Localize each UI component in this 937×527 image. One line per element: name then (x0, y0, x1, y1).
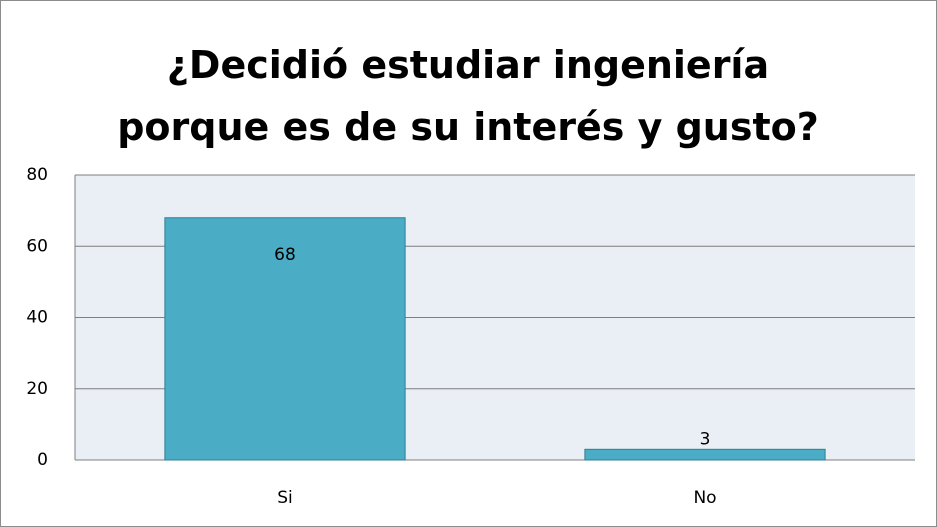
x-tick-label: Si (277, 488, 293, 508)
x-tick-label: No (693, 488, 716, 508)
y-tick-label: 40 (26, 308, 48, 328)
chart-title: ¿Decidió estudiar ingeniería porque es d… (117, 43, 819, 149)
y-tick-label: 60 (26, 236, 48, 256)
bar (584, 448, 826, 461)
y-tick-label: 20 (26, 379, 48, 399)
data-label: 3 (700, 429, 711, 449)
data-label: 68 (274, 245, 296, 265)
y-tick-label: 0 (37, 450, 48, 470)
y-tick-label: 80 (26, 165, 48, 185)
bar (164, 217, 406, 461)
